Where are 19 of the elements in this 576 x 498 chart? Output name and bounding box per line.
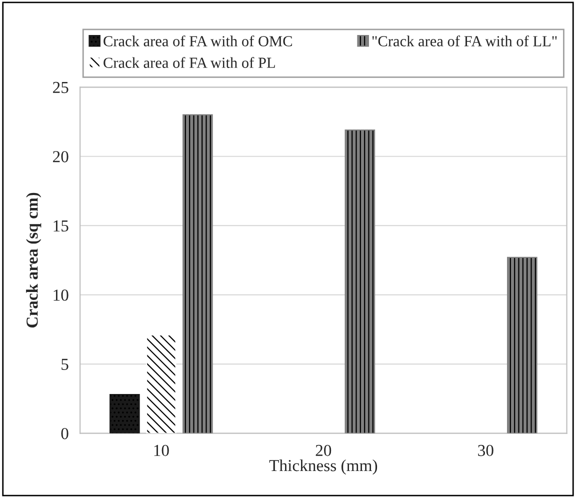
y-tick-label: 5 xyxy=(62,358,68,370)
bar xyxy=(146,334,176,434)
y-axis-title: Crack area (sq cm) xyxy=(26,192,42,328)
y-tick-label: 20 xyxy=(53,151,68,162)
legend-label: Crack area of FA with of OMC xyxy=(104,35,292,46)
legend-label: "Crack area of FA with of LL" xyxy=(372,35,557,46)
bar xyxy=(507,256,538,434)
bar xyxy=(182,114,213,434)
y-tick-label: 25 xyxy=(53,82,68,94)
bar xyxy=(344,130,376,434)
y-tick-label: 0 xyxy=(61,428,68,440)
x-axis-title: Thickness (mm) xyxy=(269,459,378,475)
legend-label: Crack area of FA with of PL xyxy=(104,57,275,68)
y-tick-label: 10 xyxy=(54,290,68,301)
x-tick-label: 20 xyxy=(316,444,332,456)
x-tick-label: 30 xyxy=(478,444,494,456)
x-tick-label: 10 xyxy=(154,444,169,456)
y-tick-label: 15 xyxy=(54,220,68,232)
bar xyxy=(110,394,140,434)
